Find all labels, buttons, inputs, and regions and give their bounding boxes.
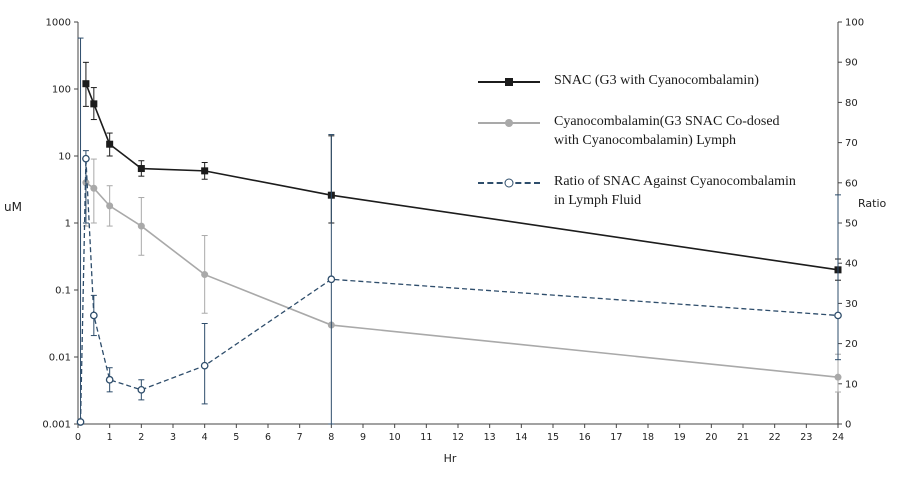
svg-text:20: 20 bbox=[705, 432, 717, 443]
svg-text:1: 1 bbox=[107, 432, 113, 443]
legend-item-ratio: Ratio of SNAC Against Cyanocombalamin in… bbox=[478, 173, 818, 211]
svg-text:0: 0 bbox=[75, 432, 81, 443]
svg-text:16: 16 bbox=[579, 432, 591, 443]
svg-text:17: 17 bbox=[610, 432, 622, 443]
svg-text:7: 7 bbox=[297, 432, 303, 443]
svg-text:10: 10 bbox=[845, 379, 858, 390]
svg-text:2: 2 bbox=[138, 432, 144, 443]
svg-text:20: 20 bbox=[845, 339, 858, 350]
svg-text:0: 0 bbox=[845, 420, 851, 431]
cyanocombalamin-line-sample bbox=[478, 114, 540, 132]
legend-label-snac: SNAC (G3 with Cyanocombalamin) bbox=[554, 73, 759, 88]
svg-text:23: 23 bbox=[800, 432, 812, 443]
svg-text:50: 50 bbox=[845, 219, 858, 230]
svg-text:18: 18 bbox=[642, 432, 654, 443]
svg-text:60: 60 bbox=[845, 178, 858, 189]
svg-text:15: 15 bbox=[547, 432, 559, 443]
svg-text:3: 3 bbox=[170, 432, 176, 443]
svg-text:5: 5 bbox=[233, 432, 239, 443]
svg-text:11: 11 bbox=[420, 432, 432, 443]
svg-text:12: 12 bbox=[452, 432, 464, 443]
square-marker-icon bbox=[505, 78, 513, 86]
svg-text:0.01: 0.01 bbox=[49, 353, 71, 364]
snac-line-sample bbox=[478, 73, 540, 91]
svg-text:100: 100 bbox=[52, 85, 71, 96]
right-axis-label: Ratio bbox=[858, 197, 887, 210]
legend-item-snac: SNAC (G3 with Cyanocombalamin) bbox=[478, 72, 818, 91]
svg-text:100: 100 bbox=[845, 18, 864, 29]
svg-text:24: 24 bbox=[832, 432, 844, 443]
svg-text:9: 9 bbox=[360, 432, 366, 443]
svg-text:21: 21 bbox=[737, 432, 749, 443]
svg-text:14: 14 bbox=[515, 432, 527, 443]
svg-text:10: 10 bbox=[389, 432, 401, 443]
svg-text:90: 90 bbox=[845, 58, 858, 69]
svg-text:1000: 1000 bbox=[46, 18, 71, 29]
svg-text:4: 4 bbox=[202, 432, 208, 443]
legend: SNAC (G3 with Cyanocombalamin) Cyanocomb… bbox=[478, 72, 818, 211]
circle-marker-icon bbox=[505, 119, 513, 127]
legend-label-cyanocombalamin: Cyanocombalamin(G3 SNAC Co-dosed with Cy… bbox=[554, 114, 780, 148]
svg-text:10: 10 bbox=[58, 152, 71, 163]
svg-text:0.001: 0.001 bbox=[42, 420, 71, 431]
legend-label-ratio: Ratio of SNAC Against Cyanocombalamin in… bbox=[554, 173, 796, 208]
open-circle-marker-icon bbox=[504, 178, 514, 188]
svg-text:13: 13 bbox=[484, 432, 496, 443]
ratio-line-sample bbox=[478, 174, 540, 192]
svg-text:22: 22 bbox=[769, 432, 781, 443]
svg-text:80: 80 bbox=[845, 98, 858, 109]
legend-item-cyanocombalamin: Cyanocombalamin(G3 SNAC Co-dosed with Cy… bbox=[478, 113, 818, 151]
svg-text:70: 70 bbox=[845, 138, 858, 149]
x-axis-label: Hr bbox=[443, 452, 457, 465]
svg-text:8: 8 bbox=[328, 432, 334, 443]
left-axis-label: uM bbox=[4, 200, 22, 214]
svg-text:30: 30 bbox=[845, 299, 858, 310]
svg-text:19: 19 bbox=[674, 432, 686, 443]
svg-text:6: 6 bbox=[265, 432, 271, 443]
svg-text:40: 40 bbox=[845, 259, 858, 270]
svg-text:0.1: 0.1 bbox=[55, 286, 71, 297]
svg-text:1: 1 bbox=[65, 219, 71, 230]
